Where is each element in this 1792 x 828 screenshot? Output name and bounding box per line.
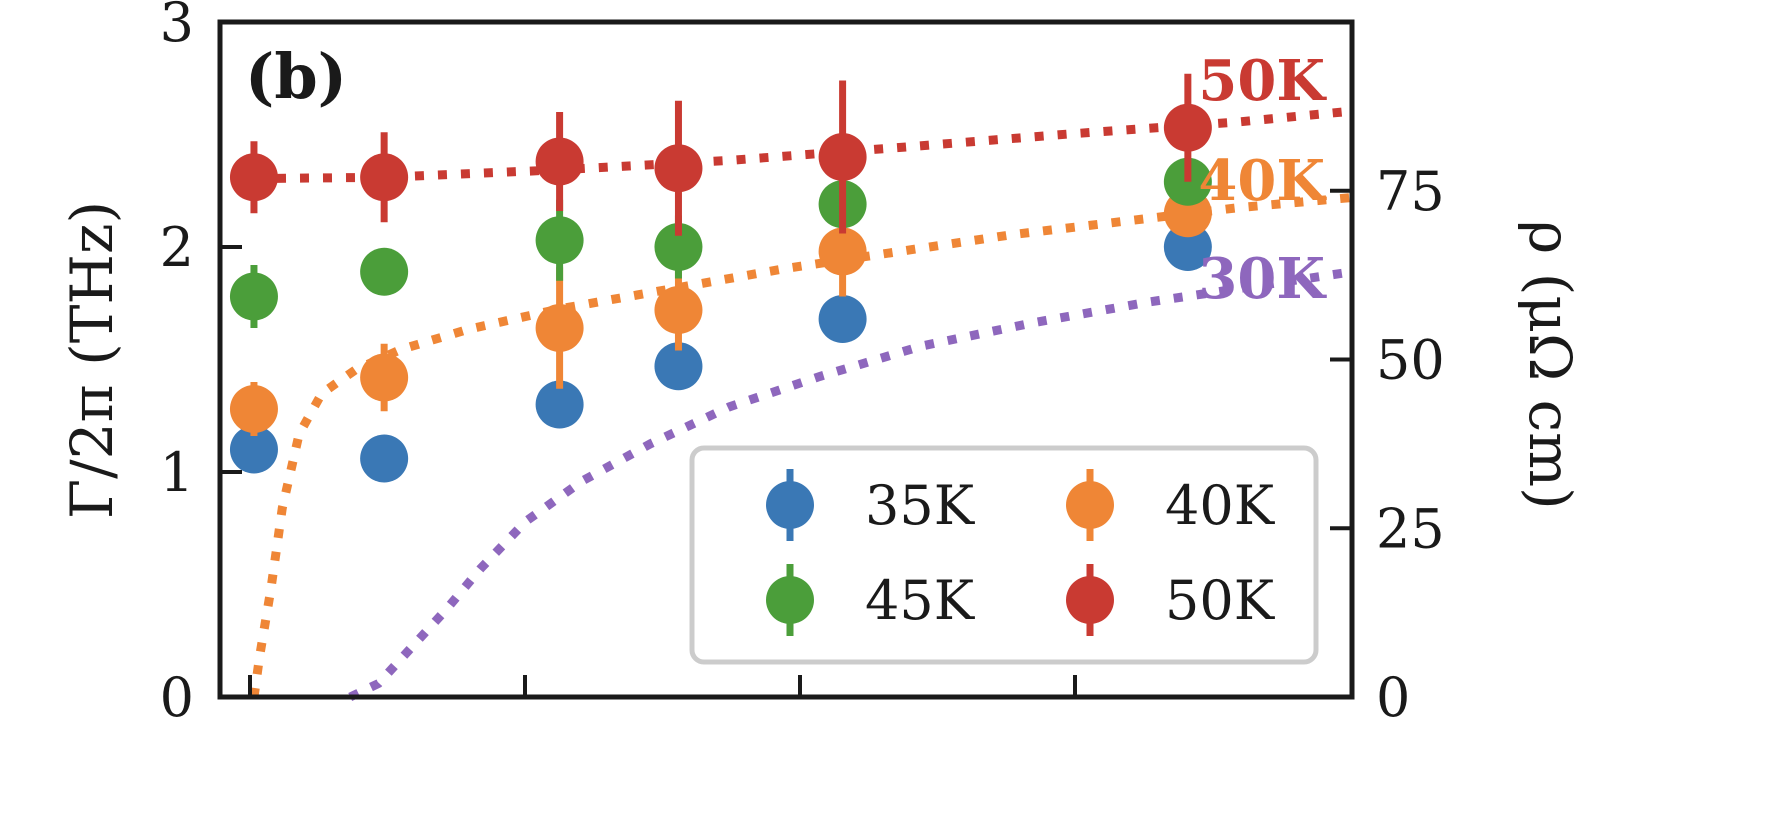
data-point-45K-0 [229,265,278,328]
data-point-40K-3 [654,269,703,351]
marker [818,295,867,343]
curve-labels: 50K 40K 30K [1198,48,1327,312]
y-tick-label-right: 75 [1376,160,1445,223]
marker [360,434,409,483]
legend-marker [1066,481,1114,529]
marker [360,353,409,402]
y-tick-label-left: 2 [160,216,194,279]
data-point-50K-1 [360,132,409,223]
data-point-35K-4 [818,295,867,343]
legend-box [689,445,1319,665]
panel-label: (b) [245,40,347,113]
marker [535,137,584,186]
data-point-50K-5 [1163,73,1212,182]
marker [654,286,703,334]
legend-marker [766,481,814,529]
data-point-50K-0 [229,141,278,214]
marker [229,272,278,321]
data-point-50K-3 [654,100,703,236]
data-point-35K-3 [654,342,703,391]
legend-label: 40K [1165,474,1276,537]
marker [360,247,409,296]
data-points [229,73,1212,483]
data-point-35K-2 [535,380,584,429]
legend-marker [1066,576,1114,624]
marker [1163,223,1212,271]
marker [818,133,867,181]
data-point-45K-1 [360,247,409,296]
resistivity-curve-40K [249,193,1353,698]
marker [360,153,409,202]
legend-entry-50K: 50K [1066,564,1276,636]
marker [535,380,584,429]
marker [229,425,278,474]
legend-entry-45K: 45K [766,564,976,636]
data-point-50K-2 [535,112,584,211]
legend-label: 45K [865,569,976,632]
legend: 35K 40K 45K 50K [689,445,1319,665]
legend-label: 50K [1165,569,1276,632]
data-point-50K-4 [818,80,867,234]
marker [1163,103,1212,152]
legend-marker [766,576,814,624]
curve-label-50K: 50K [1198,48,1327,114]
legend-entry-35K: 35K [766,469,976,541]
data-point-40K-1 [360,343,409,412]
y-tick-label-right: 25 [1376,497,1445,560]
data-point-35K-1 [360,434,409,483]
resistivity-curves [249,106,1353,702]
legend-entry-40K: 40K [1066,469,1276,541]
y-axis-title-right: ρ (μΩ cm) [1516,220,1584,510]
axis-ticks: 0 1 2 3 0 25 50 75 [160,0,1445,729]
marker [535,216,584,265]
data-point-40K-0 [229,382,278,436]
legend-label: 35K [865,474,976,537]
y-tick-label-left: 3 [160,0,194,54]
y-tick-label-right: 0 [1376,666,1410,729]
data-point-40K-2 [535,267,584,389]
y-tick-label-left: 1 [160,441,194,504]
marker [654,144,703,193]
curve-label-30K: 30K [1198,246,1327,312]
marker [654,223,703,271]
y-tick-label-right: 50 [1376,329,1445,392]
marker [818,227,867,276]
y-axis-title-left: Γ/2π (THz) [58,201,126,519]
data-point-35K-0 [229,425,278,474]
y-tick-label-left: 0 [160,666,194,729]
resistivity-curve-50K [253,106,1353,184]
marker [535,304,584,352]
marker [654,342,703,391]
curve-label-40K: 40K [1198,148,1327,214]
data-point-35K-5 [1163,223,1212,271]
marker [229,385,278,433]
marker [229,153,278,202]
resistivity-curve-30K [348,267,1353,702]
data-point-45K-2 [535,199,584,281]
